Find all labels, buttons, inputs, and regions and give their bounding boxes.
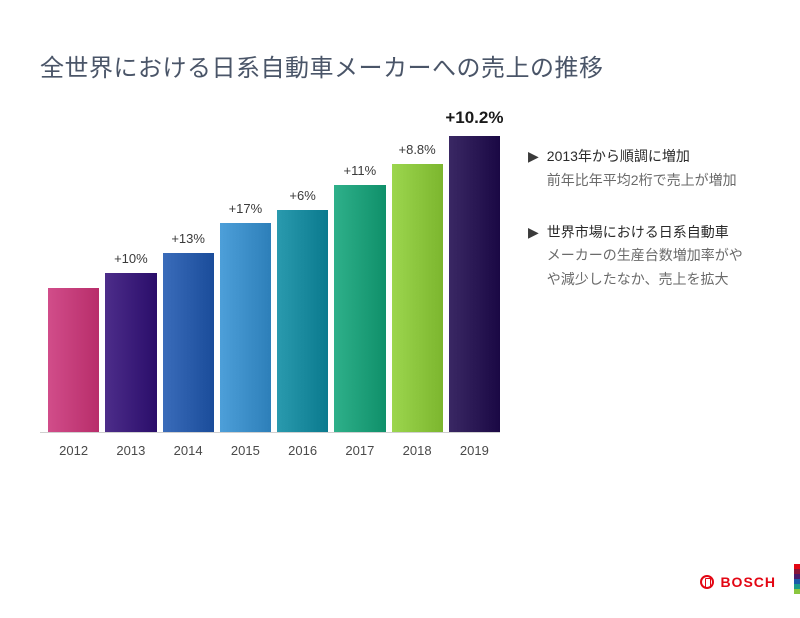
bar-group: +6% [277,210,328,432]
bar-group: +13% [163,253,214,432]
bar-group: +17% [220,223,271,432]
x-label: 2013 [105,443,156,458]
bar [163,253,214,432]
bar-group [48,288,99,432]
bullet-icon: ▶ [528,221,539,292]
note-item: ▶ 2013年から順調に増加 前年比年平均2桁で売上が増加 [528,145,750,193]
bar-value-label: +10% [114,251,148,266]
note-line: 世界市場における日系自動車 [547,221,750,245]
x-label: 2012 [48,443,99,458]
page-title: 全世界における日系自動車メーカーへの売上の推移 [40,48,760,83]
bar-value-label: +10.2% [445,108,503,128]
bar-value-label: +13% [171,231,205,246]
bar [449,136,500,432]
note-text: 2013年から順調に増加 前年比年平均2桁で売上が増加 [547,145,737,193]
bosch-logo-icon [700,575,714,589]
bar [392,164,443,432]
slide: 全世界における日系自動車メーカーへの売上の推移 +10%+13%+17%+6%+… [0,0,800,618]
bosch-logo: BOSCH [700,574,776,590]
bar-value-label: +6% [289,188,315,203]
bar [48,288,99,432]
note-line: メーカーの生産台数増加率がやや減少したなか、売上を拡大 [547,244,750,292]
content-row: +10%+13%+17%+6%+11%+8.8%+10.2% 201220132… [40,123,760,458]
note-line: 2013年から順調に増加 [547,145,737,169]
bar-group: +10% [105,273,156,432]
bar-value-label: +11% [344,163,377,178]
note-item: ▶ 世界市場における日系自動車 メーカーの生産台数増加率がやや減少したなか、売上… [528,221,750,292]
x-label: 2018 [392,443,443,458]
notes-panel: ▶ 2013年から順調に増加 前年比年平均2桁で売上が増加 ▶ 世界市場における… [528,123,760,458]
note-line: 前年比年平均2桁で売上が増加 [547,169,737,193]
bar [105,273,156,432]
bullet-icon: ▶ [528,145,539,193]
x-label: 2016 [277,443,328,458]
note-text: 世界市場における日系自動車 メーカーの生産台数増加率がやや減少したなか、売上を拡… [547,221,750,292]
revenue-chart: +10%+13%+17%+6%+11%+8.8%+10.2% 201220132… [40,123,500,458]
bosch-logo-text: BOSCH [720,574,776,590]
bar-value-label: +17% [229,201,263,216]
x-label: 2017 [334,443,385,458]
bar [277,210,328,432]
bar [334,185,385,432]
color-strip [794,564,800,594]
bar-group: +11% [334,185,385,432]
bar-group: +10.2% [449,136,500,432]
bar-group: +8.8% [392,164,443,432]
bar-value-label: +8.8% [399,142,436,157]
x-axis-labels: 2012 2013 2014 2015 2016 2017 2018 2019 [40,443,500,458]
bars-container: +10%+13%+17%+6%+11%+8.8%+10.2% [40,123,500,433]
bar [220,223,271,432]
x-label: 2019 [449,443,500,458]
x-label: 2015 [220,443,271,458]
x-label: 2014 [163,443,214,458]
